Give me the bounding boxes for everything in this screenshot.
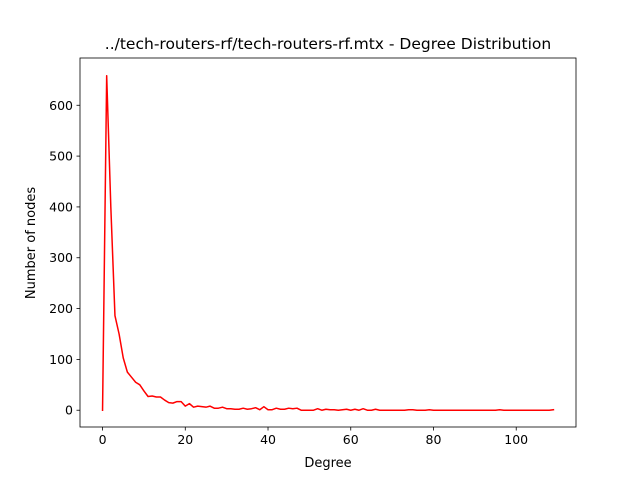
y-tick-label: 400	[49, 199, 73, 214]
axes-frame	[79, 57, 577, 428]
series-line-0	[101, 75, 555, 411]
x-tick-label: 20	[177, 432, 193, 447]
x-tick-label: 100	[504, 432, 528, 447]
y-tick-label: 300	[49, 250, 73, 265]
y-tick-label: 0	[65, 403, 73, 418]
y-tick-label: 200	[49, 301, 73, 316]
plot-area: 0 20 40 60 80 100 0 100 200 300 400 500 600	[49, 57, 577, 447]
y-tick-label: 500	[49, 149, 73, 164]
x-tick-label: 60	[343, 432, 359, 447]
y-tick-label: 600	[49, 98, 73, 113]
x-tick-label: 0	[99, 432, 107, 447]
y-tick-label: 100	[49, 352, 73, 367]
x-tick-label: 80	[426, 432, 442, 447]
chart-title: ../tech-routers-rf/tech-routers-rf.mtx -…	[105, 35, 551, 53]
x-tick-label: 40	[260, 432, 276, 447]
y-axis-label: Number of nodes	[24, 187, 39, 299]
x-axis-label: Degree	[304, 456, 351, 471]
